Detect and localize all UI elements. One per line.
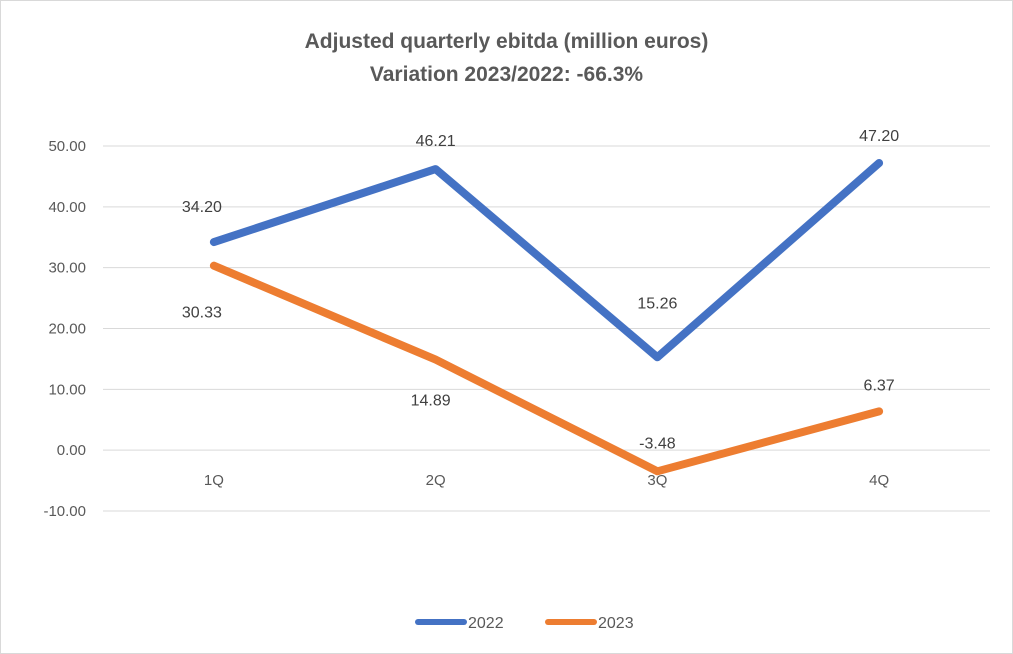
series-lines [209,159,884,476]
data-label-2022: 46.21 [416,133,456,150]
gridlines [103,145,990,512]
series-line-2023 [209,261,884,476]
y-tick-label: -10.00 [43,503,86,520]
data-label-2023: 14.89 [411,393,451,410]
y-tick-label: 20.00 [48,321,86,338]
legend: 2022 2023 [415,615,634,632]
data-label-2023: 30.33 [182,305,222,322]
series-line-2022 [209,159,884,362]
y-tick-label: 10.00 [48,381,86,398]
data-label-2023: 6.37 [864,377,895,394]
legend-label: 2023 [598,615,634,632]
y-tick-label: 30.00 [48,260,86,277]
y-tick-label: 0.00 [57,442,86,459]
x-tick-label: 1Q [204,472,224,489]
data-label-2023: -3.48 [639,435,676,452]
data-label-2022: 34.20 [182,199,222,216]
y-tick-label: 50.00 [48,138,86,155]
data-label-2022: 15.26 [637,295,677,312]
x-tick-label: 2Q [426,472,446,489]
x-axis-labels: 1Q 2Q 3Q 4Q [204,472,889,489]
legend-label: 2022 [468,615,504,632]
chart-title: Adjusted quarterly ebitda (million euros… [304,30,709,53]
x-tick-label: 4Q [869,472,889,489]
y-axis-labels: -10.00 0.00 10.00 20.00 30.00 40.00 50.00 [43,138,86,520]
chart-subtitle: Variation 2023/2022: -66.3% [369,63,644,86]
data-label-2022: 47.20 [859,128,899,145]
x-tick-label: 3Q [647,472,667,489]
y-tick-label: 40.00 [48,199,86,216]
data-labels: 34.20 46.21 15.26 47.20 30.33 14.89 -3.48 6.37 [182,128,899,452]
